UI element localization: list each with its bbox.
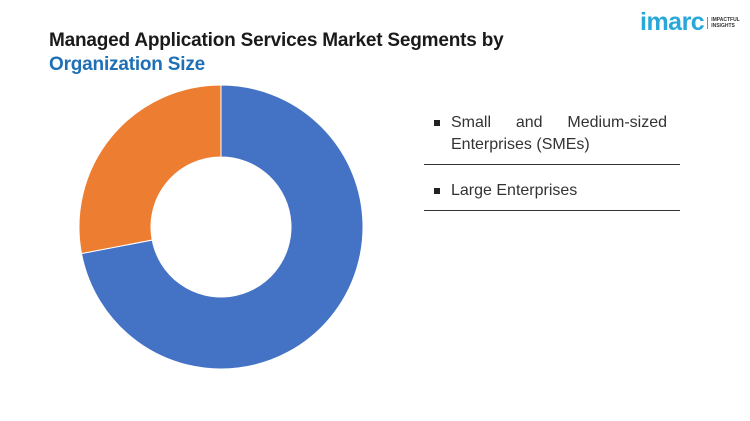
donut-segment	[80, 84, 364, 370]
logo-name: imarc	[640, 8, 705, 36]
chart	[78, 84, 364, 370]
legend-item: Large Enterprises	[424, 180, 680, 211]
legend-bullet	[434, 120, 440, 126]
legend-label: Large Enterprises	[451, 182, 578, 199]
chart-subtitle: Organization Size	[49, 54, 206, 75]
legend-bullet	[434, 188, 440, 194]
chart-title: Managed Application Services Market Segm…	[49, 30, 504, 51]
donut-segment	[78, 84, 222, 255]
legend-item: Small and Medium-sized Enterprises (SMEs…	[424, 112, 680, 165]
logo-tagline: IMPACTFUL INSIGHTS	[707, 16, 741, 29]
legend-label: Small and Medium-sized Enterprises (SMEs…	[451, 114, 667, 153]
logo: imarc IMPACTFUL INSIGHTS	[640, 8, 741, 37]
